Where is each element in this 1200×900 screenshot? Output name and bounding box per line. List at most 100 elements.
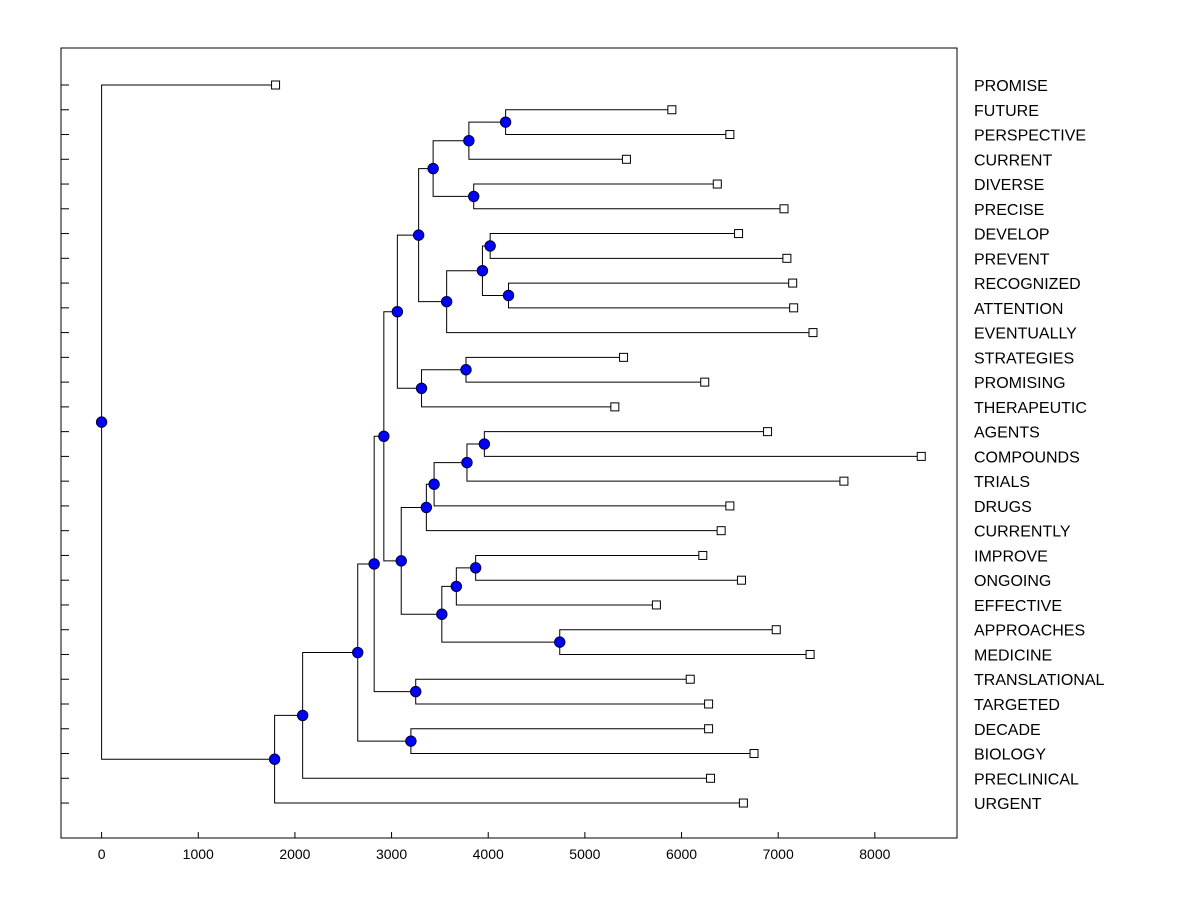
leaf-label-therapeutic: THERAPEUTIC [974,400,1087,417]
leaf-marker-promising [700,377,710,387]
leaf-label-prevent: PREVENT [974,251,1050,268]
link-n20 [441,585,560,643]
leaf-label-decade: DECADE [974,722,1041,739]
merge-node-n24 [368,558,380,570]
leaf-label-future: FUTURE [974,103,1039,120]
merge-node-n16 [420,501,433,514]
merge-node-n29 [95,416,108,428]
leaf-marker-medicine [805,649,815,659]
leaf-label-compounds: COMPOUNDS [974,449,1080,466]
leaf-marker-trials [839,476,849,486]
leaf-marker-therapeutic [610,402,620,412]
merge-node-n8 [440,295,453,308]
merge-node-n18 [450,580,463,593]
merge-node-n23 [410,685,422,698]
x-tick-label: 0 [98,846,106,862]
x-tick-label: 3000 [376,846,407,862]
link-n27 [302,652,711,779]
x-tick-label: 5000 [569,846,600,862]
merge-nodes [95,116,566,765]
link-n24 [373,435,416,693]
link-n13 [483,431,922,457]
leaf-marker-targeted [704,699,714,709]
leaf-marker-recognized [788,278,798,288]
leaf-marker-biology [749,749,759,759]
leaf-marker-currently [716,526,726,536]
merge-node-n20 [436,608,448,620]
leaf-label-develop: DEVELOP [974,227,1050,244]
leaf-label-strategies: STRATEGIES [974,350,1074,367]
leaf-label-approaches: APPROACHES [974,623,1085,640]
leaf-label-diverse: DIVERSE [974,177,1044,194]
merge-node-n7 [476,265,489,277]
leaf-marker-precise [779,204,789,214]
leaf-label-drugs: DRUGS [974,499,1032,516]
leaf-label-effective: EFFECTIVE [974,598,1062,615]
leaf-marker-prevent [782,253,792,263]
merge-node-n10 [460,364,472,376]
leaf-label-perspective: PERSPECTIVE [974,128,1086,145]
leaf-marker-ongoing [736,575,746,585]
leaf-marker-perspective [725,130,735,140]
x-tick-label: 6000 [666,846,697,862]
leaf-marker-compounds [916,451,926,461]
link-n18 [455,567,657,606]
merge-node-n3 [468,190,480,203]
merge-node-n15 [428,478,440,490]
leaf-label-currently: CURRENTLY [974,524,1071,541]
merge-node-n25 [405,735,417,747]
leaf-label-preclinical: PRECLINICAL [974,771,1079,788]
plot-frame [60,47,958,839]
leaf-marker-urgent [738,798,748,808]
link-n14 [466,443,844,482]
leaf-label-improve: IMPROVE [974,548,1048,565]
leaf-label-eventually: EVENTUALLY [974,326,1077,343]
leaf-label-medicine: MEDICINE [974,647,1052,664]
leaf-label-promising: PROMISING [974,375,1066,392]
link-n16 [425,483,722,532]
leaf-marker-approaches [771,625,781,635]
link-n1 [505,109,730,136]
link-n4 [432,140,474,197]
merge-node-n26 [352,646,364,659]
merge-node-n11 [415,382,428,395]
leaf-marker-drugs [725,501,735,511]
merge-node-n14 [461,456,473,469]
leaf-marker-diverse [712,179,722,189]
merge-node-n4 [427,162,439,175]
merge-node-n2 [463,135,475,147]
link-n10 [465,356,705,383]
x-tick-label: 7000 [763,846,794,862]
leaf-marker-strategies [619,352,629,362]
leaf-marker-attention [789,303,799,313]
leaf-label-attention: ATTENTION [974,301,1063,318]
merge-node-n21 [395,555,407,567]
leaf-markers [271,80,926,808]
leaf-label-agents: AGENTS [974,425,1040,442]
merge-node-n28 [268,753,281,765]
leaf-marker-eventually [808,328,818,338]
link-n26 [357,563,411,742]
merge-node-n17 [469,562,482,574]
link-n23 [415,678,709,705]
link-n11 [421,369,615,408]
link-n15 [433,462,730,507]
leaf-label-precise: PRECISE [974,202,1044,219]
leaf-label-current: CURRENT [974,152,1052,169]
leaf-marker-improve [698,550,708,560]
x-tick-label: 1000 [183,846,214,862]
leaf-marker-current [621,154,631,164]
x-tick-label: 8000 [859,846,890,862]
leaf-labels: PROMISE FUTURE PERSPECTIVE CURRENT DIVERSE PR… [974,78,1105,813]
dendrogram-links [101,84,922,804]
leaf-marker-develop [734,229,744,239]
link-n2 [468,121,627,160]
link-n3 [473,183,784,210]
leaf-label-ongoing: ONGOING [974,573,1051,590]
link-n8 [446,270,813,334]
x-tick-label: 4000 [473,846,504,862]
leaf-marker-translational [685,674,695,684]
leaf-label-promise: PROMISE [974,78,1048,95]
merge-node-n12 [391,306,404,318]
